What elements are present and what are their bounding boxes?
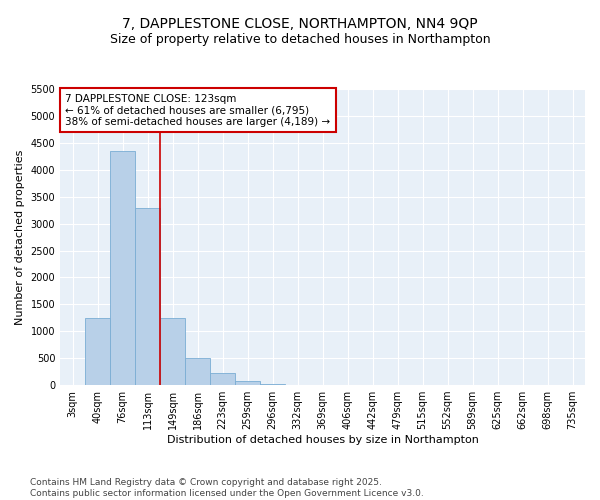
Bar — [110, 151, 135, 385]
Y-axis label: Number of detached properties: Number of detached properties — [15, 150, 25, 325]
X-axis label: Distribution of detached houses by size in Northampton: Distribution of detached houses by size … — [167, 435, 479, 445]
Bar — [160, 318, 185, 385]
Bar — [185, 358, 210, 385]
Bar — [260, 384, 285, 385]
Bar — [135, 208, 160, 385]
Bar — [235, 382, 260, 385]
Bar — [85, 318, 110, 385]
Text: Size of property relative to detached houses in Northampton: Size of property relative to detached ho… — [110, 32, 490, 46]
Text: 7 DAPPLESTONE CLOSE: 123sqm
← 61% of detached houses are smaller (6,795)
38% of : 7 DAPPLESTONE CLOSE: 123sqm ← 61% of det… — [65, 94, 331, 127]
Text: Contains HM Land Registry data © Crown copyright and database right 2025.
Contai: Contains HM Land Registry data © Crown c… — [30, 478, 424, 498]
Text: 7, DAPPLESTONE CLOSE, NORTHAMPTON, NN4 9QP: 7, DAPPLESTONE CLOSE, NORTHAMPTON, NN4 9… — [122, 18, 478, 32]
Bar — [210, 373, 235, 385]
